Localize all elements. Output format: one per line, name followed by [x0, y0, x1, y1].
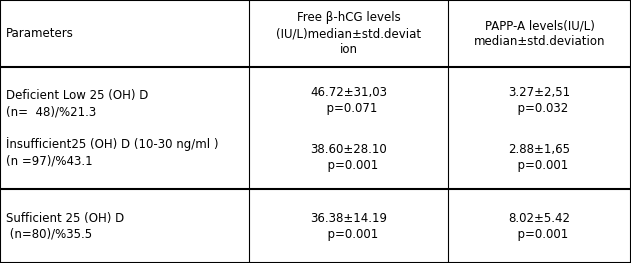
- Text: 8.02±5.42
  p=0.001: 8.02±5.42 p=0.001: [509, 212, 570, 241]
- Text: PAPP-A levels(IU/L)
median±std.deviation: PAPP-A levels(IU/L) median±std.deviation: [474, 19, 605, 48]
- Text: 36.38±14.19
  p=0.001: 36.38±14.19 p=0.001: [310, 212, 387, 241]
- Text: 3.27±2,51
  p=0.032: 3.27±2,51 p=0.032: [509, 85, 570, 115]
- Text: Sufficient 25 (OH) D
 (n=80)/%35.5: Sufficient 25 (OH) D (n=80)/%35.5: [6, 212, 124, 241]
- Text: 38.60±28.10
  p=0.001: 38.60±28.10 p=0.001: [310, 143, 387, 172]
- Text: Parameters: Parameters: [6, 27, 74, 40]
- Text: Deficient Low 25 (OH) D
(n=  48)/%21.3

İnsufficient25 (OH) D (10-30 ng/ml )
(n : Deficient Low 25 (OH) D (n= 48)/%21.3 İn…: [6, 89, 219, 167]
- Text: 2.88±1,65
  p=0.001: 2.88±1,65 p=0.001: [509, 143, 570, 172]
- Text: 46.72±31,03
  p=0.071: 46.72±31,03 p=0.071: [310, 85, 387, 115]
- Text: Free β-hCG levels
(IU/L)median±std.deviat
ion: Free β-hCG levels (IU/L)median±std.devia…: [276, 11, 421, 56]
